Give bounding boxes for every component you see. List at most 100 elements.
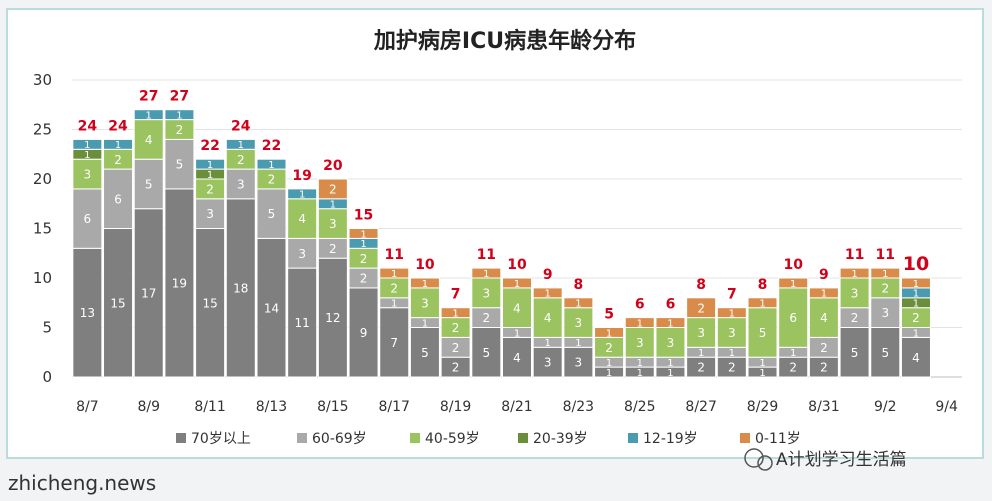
segment-label: 5 — [421, 346, 429, 360]
total-label: 11 — [845, 247, 864, 263]
footer: zhicheng.news A计划学习生活篇 — [8, 448, 907, 495]
segment-label: 1 — [207, 170, 213, 181]
bar-segment — [900, 277, 931, 289]
y-tick-label: 10 — [33, 269, 52, 287]
bar-segment — [686, 297, 717, 319]
total-label: 27 — [170, 89, 189, 105]
segment-label: 2 — [605, 341, 613, 355]
segment-label: 5 — [482, 346, 490, 360]
legend-item: 20-39岁 — [518, 431, 588, 447]
segment-label: 2 — [912, 311, 920, 325]
bar-segment — [808, 287, 839, 299]
bar-stack: 11 3 4 1 19 — [287, 168, 318, 378]
segment-label: 19 — [172, 277, 187, 291]
bar-segment — [655, 327, 686, 358]
segment-label: 6 — [84, 212, 92, 226]
segment-label: 1 — [575, 338, 581, 349]
y-axis-ticks: 0 5 10 15 20 25 30 — [33, 71, 52, 386]
segment-label: 2 — [360, 272, 368, 286]
x-tick-label: 8/25 — [624, 399, 655, 415]
segment-label: 1 — [115, 140, 121, 151]
segment-label: 3 — [697, 326, 705, 340]
segment-label: 3 — [206, 207, 214, 221]
segment-label: 1 — [146, 110, 152, 121]
total-label: 10 — [415, 257, 435, 273]
bar-stack: 2 2 2 1 7 — [440, 287, 471, 378]
legend-item: 0-11岁 — [740, 431, 801, 447]
bar-segment — [839, 267, 870, 279]
bar-segment — [256, 158, 287, 170]
segment-label: 1 — [545, 289, 551, 300]
total-label: 22 — [262, 138, 281, 154]
segment-label: 15 — [110, 296, 125, 310]
x-tick-label: 8/7 — [76, 399, 99, 415]
bar-segment — [502, 336, 532, 378]
total-label: 9 — [543, 267, 553, 283]
total-label: 11 — [477, 247, 496, 263]
total-label: 8 — [574, 277, 584, 293]
segment-label: 2 — [697, 361, 705, 375]
segment-label: 3 — [851, 286, 859, 300]
segment-label: 1 — [575, 299, 581, 310]
y-tick-label: 5 — [42, 319, 52, 337]
segment-label: 2 — [206, 182, 214, 196]
legend-label: 40-59岁 — [425, 431, 480, 447]
bar-stack: 13 6 3 11 24 — [72, 118, 103, 378]
segment-label: 9 — [360, 326, 368, 340]
legend-swatch — [176, 433, 186, 443]
bar-segment — [716, 317, 747, 348]
segment-label: 3 — [575, 316, 583, 330]
segment-label: 15 — [202, 296, 217, 310]
segment-label: 1 — [637, 368, 643, 379]
bar-segment — [256, 188, 287, 239]
segment-label: 1 — [514, 328, 520, 339]
x-tick-label: 8/23 — [563, 399, 594, 415]
segment-label: 2 — [452, 341, 460, 355]
legend-swatch — [518, 433, 528, 443]
total-label: 8 — [758, 277, 768, 293]
segment-label: 1 — [759, 368, 765, 379]
segment-label: 3 — [482, 286, 490, 300]
segment-label: 2 — [176, 123, 184, 137]
bar-segment — [103, 228, 134, 378]
segment-label: 1 — [637, 318, 643, 329]
segment-label: 2 — [881, 281, 889, 295]
segment-label: 3 — [84, 168, 92, 182]
bar-stack: 18 3 2 1 24 — [225, 118, 256, 378]
segment-label: 4 — [298, 212, 306, 226]
segment-label: 4 — [145, 133, 153, 147]
segment-label: 1 — [606, 328, 612, 339]
segment-label: 1 — [268, 160, 274, 171]
x-tick-label: 8/15 — [317, 399, 348, 415]
total-label: 6 — [635, 297, 645, 313]
bar-segment — [72, 247, 103, 378]
segment-label: 2 — [452, 321, 460, 335]
segment-label: 1 — [913, 328, 919, 339]
y-tick-label: 15 — [33, 220, 52, 238]
segment-label: 17 — [141, 286, 156, 300]
total-label: 24 — [78, 118, 98, 134]
x-tick-label: 8/17 — [379, 399, 410, 415]
total-label: 5 — [604, 307, 614, 323]
watermark-left: zhicheng.news — [8, 471, 156, 495]
segment-label: 1 — [882, 269, 888, 280]
segment-label: 13 — [80, 306, 95, 320]
bar-segment — [594, 327, 625, 338]
segment-label: 1 — [391, 269, 397, 280]
total-label: 7 — [727, 287, 737, 303]
bar-segment — [532, 297, 563, 338]
segment-label: 2 — [114, 153, 122, 167]
x-tick-label: 9/2 — [874, 399, 897, 415]
bar-segment — [133, 158, 164, 210]
bar-segment — [686, 317, 717, 348]
segment-label: 7 — [390, 336, 398, 350]
segment-label: 4 — [912, 351, 920, 365]
bar-segment — [502, 287, 532, 328]
